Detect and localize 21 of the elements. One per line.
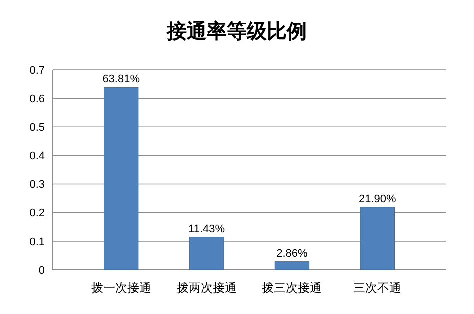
y-tick-label: 0.5 [30,122,45,134]
data-label: 63.81% [102,74,140,86]
data-label: 21.90% [358,193,397,206]
y-tick-label: 0.2 [30,208,45,220]
bar [104,87,139,270]
x-tick-label: 三次不通 [354,281,402,295]
x-tick-label: 拨三次接通 [262,281,322,295]
data-label: 2.86% [276,248,308,260]
x-tick-label: 拨一次接通 [91,281,152,295]
y-tick-label: 0.3 [30,179,45,192]
y-tick-label: 0.1 [30,236,45,248]
bar [274,262,310,270]
chart-title: 接通率等级比例 [166,19,307,43]
y-tick-label: 0 [38,264,45,277]
bar [189,237,224,270]
y-tick-label: 0.4 [30,150,45,163]
data-label: 11.43% [188,223,226,236]
x-tick-label: 拨两次接通 [176,281,237,295]
y-tick-label: 0.6 [30,93,45,106]
bar [360,207,395,270]
y-tick-label: 0.7 [30,64,45,77]
